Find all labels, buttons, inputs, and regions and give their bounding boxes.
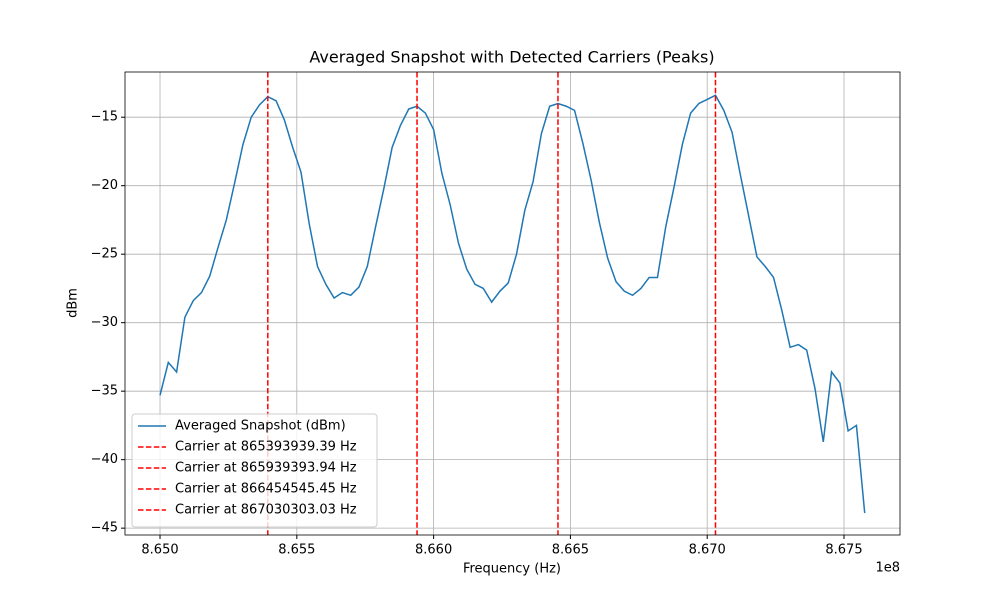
y-tick-label: −35 [91,384,118,399]
legend-label: Carrier at 867030303.03 Hz [175,503,357,518]
chart-title: Averaged Snapshot with Detected Carriers… [309,48,714,67]
y-tick-label: −20 [91,178,118,193]
data-line [159,94,866,514]
y-tick-label: −15 [91,110,118,125]
legend-label: Carrier at 865939393.94 Hz [175,461,357,476]
legend: Averaged Snapshot (dBm) Carrier at 865393… [131,413,378,528]
x-tick-label: 8.655 [278,543,315,558]
x-tick-label: 8.670 [689,543,726,558]
y-tick-label: −45 [91,521,118,536]
plot-frame [124,71,901,536]
x-offset-label: 1e8 [875,561,900,576]
y-tick-label: −40 [91,452,118,467]
x-tick-label: 8.675 [825,543,862,558]
y-tick-label: −25 [91,247,118,262]
x-tick-label: 8.660 [415,543,452,558]
y-tick-label: −30 [91,315,118,330]
legend-label: Carrier at 865393939.39 Hz [175,440,357,455]
y-axis-label: dBm [66,288,81,318]
legend-box [131,413,378,528]
x-tick-label: 8.665 [552,543,589,558]
x-tick-label: 8.650 [141,543,178,558]
legend-label: Carrier at 866454545.45 Hz [175,482,357,497]
legend-label: Averaged Snapshot (dBm) [175,419,346,434]
x-axis-label: Frequency (Hz) [463,562,561,577]
